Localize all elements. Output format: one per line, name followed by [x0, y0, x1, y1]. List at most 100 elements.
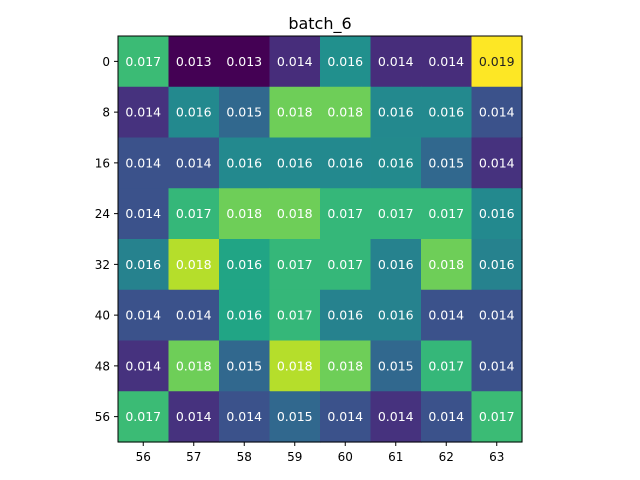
cell-value-label: 0.016 [176, 105, 212, 120]
heatmap-cell [471, 36, 523, 88]
heatmap-cell [219, 36, 271, 88]
cell-value-label: 0.014 [378, 409, 414, 424]
heatmap-cell [168, 340, 220, 392]
x-tick-label: 61 [388, 450, 403, 464]
cell-value-label: 0.014 [277, 54, 313, 69]
cell-value-label: 0.018 [176, 358, 212, 373]
cell-value-label: 0.018 [277, 206, 313, 221]
cell-value-label: 0.018 [277, 105, 313, 120]
cell-value-label: 0.014 [176, 155, 212, 170]
cell-value-label: 0.017 [327, 206, 363, 221]
heatmap-cell [421, 36, 473, 88]
heatmap-cell [269, 340, 321, 392]
cell-value-label: 0.016 [226, 308, 262, 323]
heatmap-cell [118, 289, 170, 342]
heatmap-cell [118, 188, 170, 240]
heatmap-cell [421, 289, 473, 342]
cell-value-label: 0.017 [428, 358, 464, 373]
heatmap-cell [168, 137, 220, 189]
heatmap-cell [219, 391, 271, 443]
cell-value-label: 0.013 [176, 54, 212, 69]
heatmap-cell [421, 86, 473, 139]
heatmap-cell [118, 391, 170, 443]
cell-value-label: 0.015 [378, 358, 414, 373]
x-tick-label: 56 [136, 450, 151, 464]
cell-value-label: 0.015 [226, 105, 262, 120]
cell-value-label: 0.018 [428, 257, 464, 272]
cell-value-label: 0.016 [327, 54, 363, 69]
heatmap-cell [421, 391, 473, 443]
heatmap-cell [118, 239, 170, 291]
heatmap-cell [421, 137, 473, 189]
cell-value-label: 0.016 [479, 257, 515, 272]
x-tick-label: 63 [489, 450, 504, 464]
x-axis: 56 57 58 59 60 61 62 63 [136, 442, 504, 464]
cell-value-label: 0.017 [277, 308, 313, 323]
heatmap-cell [269, 36, 321, 88]
cell-value-label: 0.014 [125, 308, 161, 323]
cell-value-label: 0.016 [378, 257, 414, 272]
cell-value-label: 0.016 [277, 155, 313, 170]
axes-frame [117, 35, 523, 443]
y-tick-label: 48 [95, 359, 110, 373]
x-tick-label: 58 [237, 450, 252, 464]
heatmap-cell [320, 188, 372, 240]
heatmap-cell [269, 391, 321, 443]
heatmap-cell [168, 86, 220, 139]
cell-value-label: 0.014 [378, 54, 414, 69]
cell-value-label: 0.014 [428, 54, 464, 69]
heatmap-cells: 0.017 0.013 0.013 0.014 0.016 0.014 0.014 0.019… [118, 36, 523, 443]
heatmap-cell [168, 289, 220, 342]
cell-value-label: 0.016 [378, 155, 414, 170]
y-tick-label: 8 [102, 106, 110, 120]
cell-value-label: 0.014 [125, 155, 161, 170]
cell-value-label: 0.017 [125, 54, 161, 69]
cell-value-label: 0.016 [226, 155, 262, 170]
heatmap-cell [168, 239, 220, 291]
heatmap-cell [320, 36, 372, 88]
heatmap-cell [219, 137, 271, 189]
cell-value-label: 0.014 [479, 308, 515, 323]
heatmap-cell [370, 239, 422, 291]
cell-value-label: 0.014 [428, 308, 464, 323]
y-tick-label: 0 [102, 55, 110, 69]
heatmap-cell [320, 86, 372, 139]
heatmap-cell [219, 340, 271, 392]
heatmap-cell [320, 391, 372, 443]
cell-value-label: 0.016 [327, 308, 363, 323]
heatmap-cell [269, 188, 321, 240]
cell-value-label: 0.018 [327, 105, 363, 120]
cell-value-label: 0.014 [428, 409, 464, 424]
cell-value-label: 0.014 [176, 409, 212, 424]
cell-value-label: 0.017 [479, 409, 515, 424]
cell-value-label: 0.016 [327, 155, 363, 170]
heatmap-cell [168, 188, 220, 240]
cell-value-label: 0.016 [378, 308, 414, 323]
x-tick-label: 59 [287, 450, 302, 464]
cell-value-label: 0.014 [125, 206, 161, 221]
y-tick-label: 40 [95, 309, 110, 323]
heatmap-cell [471, 188, 523, 240]
cell-value-label: 0.013 [226, 54, 262, 69]
cell-value-label: 0.014 [125, 358, 161, 373]
heatmap-cell [370, 188, 422, 240]
heatmap-cell [269, 239, 321, 291]
cell-value-label: 0.016 [428, 105, 464, 120]
heatmap-cell [370, 391, 422, 443]
cell-value-label: 0.019 [479, 54, 515, 69]
heatmap-cell [118, 340, 170, 392]
cell-value-label: 0.017 [378, 206, 414, 221]
cell-value-label: 0.018 [277, 358, 313, 373]
x-tick-label: 62 [439, 450, 454, 464]
cell-value-label: 0.018 [327, 358, 363, 373]
heatmap-cell [370, 86, 422, 139]
heatmap-cell [219, 289, 271, 342]
cell-value-label: 0.015 [226, 358, 262, 373]
heatmap-cell [471, 340, 523, 392]
cell-value-label: 0.014 [226, 409, 262, 424]
cell-value-label: 0.014 [479, 105, 515, 120]
heatmap-cell [370, 137, 422, 189]
cell-value-label: 0.018 [226, 206, 262, 221]
heatmap-cell [219, 188, 271, 240]
